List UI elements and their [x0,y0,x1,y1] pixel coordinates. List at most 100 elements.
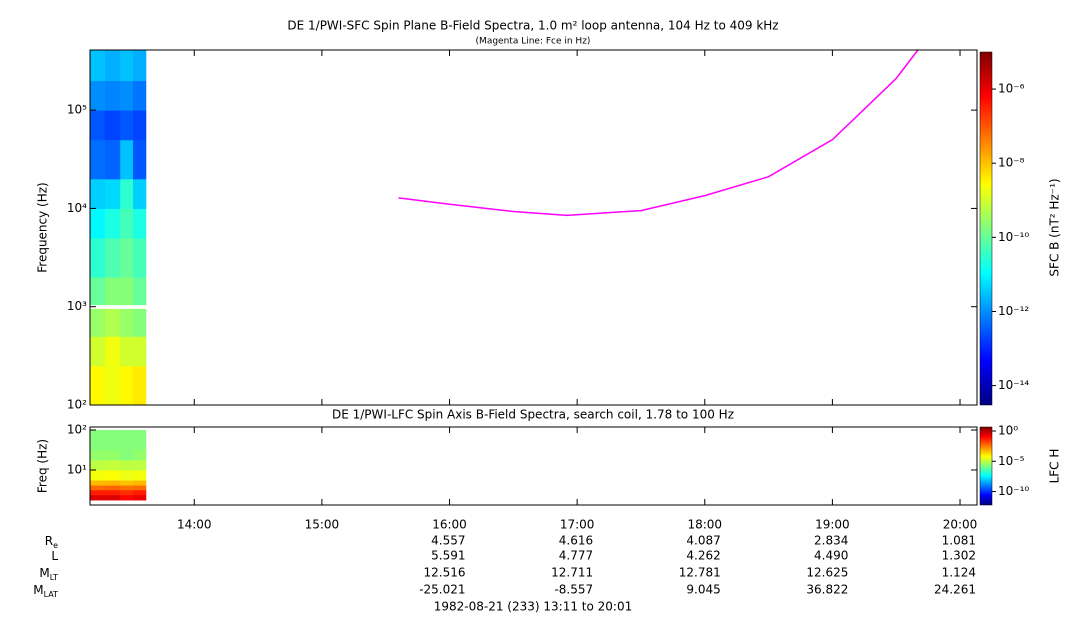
spectrogram-cell [104,489,121,496]
ephemeris-value: 5.591 [431,549,465,563]
spectrogram-cell [120,469,134,481]
ephemeris-value: -8.557 [554,583,593,597]
spectrogram-cell [90,480,106,486]
spectrogram-cell [104,365,121,406]
row-label: MLAT [33,583,58,599]
ephemeris-value: 12.711 [551,566,593,580]
spectrogram-cell [90,308,106,337]
spectrogram-cell [104,459,121,471]
spectrogram-cell [120,80,134,111]
spectrogram-cell [120,430,134,451]
colorbar-tick-label: 10⁻¹⁰ [998,484,1029,498]
spectrogram-cell [90,489,106,496]
spectrogram-cell [133,485,147,491]
ephemeris-value: 12.781 [679,566,721,580]
row-label: MLT [39,566,58,582]
spectrogram-cell [104,80,121,111]
spectrogram-cell [104,485,121,491]
spectrogram-cell [133,80,147,111]
row-label-main: L [51,549,58,563]
row-label-main: R [45,534,53,548]
chart-subtitle: (Magenta Line: Fce in Hz) [476,37,591,47]
y-tick-label: 10⁴ [67,201,87,215]
spectrogram-cell [104,469,121,481]
spectrogram-cell [104,480,121,486]
footer: 1982-08-21 (233) 13:11 to 20:01 [434,600,632,614]
ephemeris-value: 24.261 [934,583,976,597]
x-tick-label: 16:00 [432,518,467,532]
x-tick-label: 18:00 [687,518,722,532]
spectrogram-cell [133,110,147,141]
spectrogram-cell [104,308,121,337]
colorbar-tick-label: 10⁻¹⁰ [998,230,1029,244]
spectrogram-cell [120,365,134,406]
spectrogram-cell [90,365,106,406]
colorbar-tick-label: 10⁰ [998,424,1018,438]
spectrogram-cell [90,485,106,491]
spectrogram-cell [104,494,121,501]
spectrogram-cell [120,449,134,461]
y-tick-label: 10⁵ [67,103,87,117]
y-tick-label: 10³ [67,299,87,313]
spectrogram-cell [90,449,106,461]
y-tick-label: 10² [67,398,87,412]
x-tick-label: 20:00 [943,518,978,532]
spectrogram-cell [133,365,147,406]
spectrogram-cell [104,110,121,141]
spectrogram-cell [133,494,147,501]
colorbar-tick-label: 10⁻¹⁴ [998,378,1029,392]
colorbar-tick-label: 10⁻⁶ [998,82,1025,96]
spectrogram-cell [90,430,106,451]
spectrogram-cell [90,110,106,141]
ephemeris-value: 9.045 [686,583,720,597]
row-label: Re [45,534,58,550]
ephemeris-value: 4.262 [686,549,720,563]
colorbar [979,426,993,506]
plot-frame [89,426,978,506]
x-tick-label: 15:00 [305,518,340,532]
spectrogram-cell [133,430,147,451]
spectrogram-cell [104,208,121,239]
spectrogram-cell [104,277,121,306]
spectrogram-cell [120,139,134,180]
y-axis-title: Frequency (Hz) [36,182,50,273]
spectrogram-cell [90,459,106,471]
row-label: L [51,549,58,563]
ephemeris-value: -25.021 [419,583,465,597]
fce-line [398,49,919,217]
y-tick-label: 10¹ [67,462,87,476]
y-tick-label: 10² [67,423,87,437]
ephemeris-value: 4.490 [814,549,848,563]
ephemeris-value: 2.834 [814,534,848,548]
spectrogram-cell [133,308,147,337]
spectrogram-cell [133,139,147,180]
chart-title: DE 1/PWI-LFC Spin Axis B-Field Spectra, … [332,408,734,422]
spectrogram-cell [90,50,106,82]
spectrogram-cell [120,485,134,491]
spectrogram-cell [120,459,134,471]
spectrogram-cell [104,449,121,461]
spectrogram-cell [133,336,147,367]
ephemeris-value: 4.616 [559,534,593,548]
ephemeris-value: 12.516 [424,566,466,580]
ephemeris-value: 4.087 [686,534,720,548]
spectrogram-cell [90,178,106,209]
spectrogram-cell [133,238,147,278]
colorbar-title: LFC H [1048,449,1062,484]
ephemeris-value: 4.557 [431,534,465,548]
spectrogram-cell [133,459,147,471]
row-label-main: M [39,566,49,580]
ephemeris-value: 1.302 [942,549,976,563]
spectrogram-cell [120,480,134,486]
row-label-sub: e [53,541,58,550]
colorbar-tick-label: 10⁻⁵ [998,454,1025,468]
spectrogram-cell [90,336,106,367]
spectrogram-cell [133,469,147,481]
spectrogram-cell [133,50,147,82]
spectrogram-cell [104,50,121,82]
spectrogram-cell [120,336,134,367]
spectrogram-cell [120,178,134,209]
ephemeris-value: 1.124 [942,566,976,580]
x-tick-label: 14:00 [177,518,212,532]
